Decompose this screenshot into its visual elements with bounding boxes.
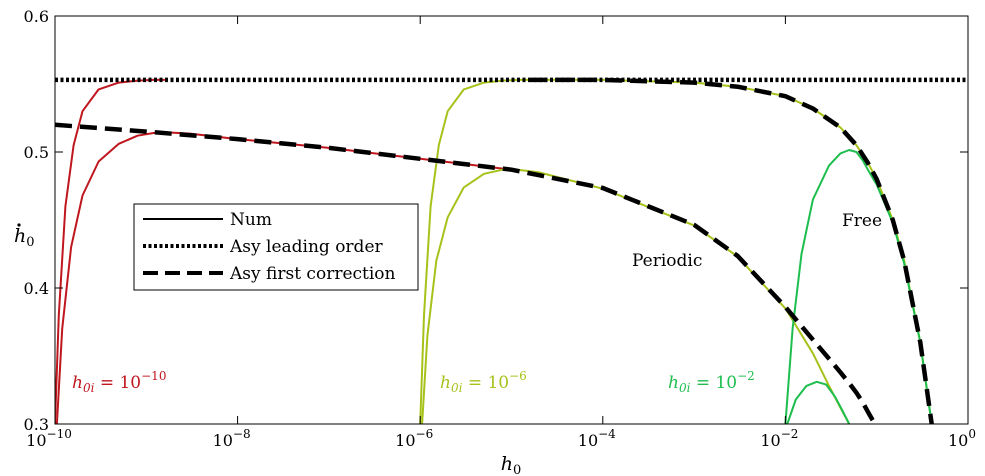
y-tick-label: 0.4 xyxy=(24,279,49,298)
x-tick-label: 10−8 xyxy=(213,427,251,450)
series-green-solid-6 xyxy=(786,380,851,424)
legend-label-correction: Asy first correction xyxy=(229,264,396,284)
x-tick-label: 10−6 xyxy=(395,427,433,450)
series-olive-solid-2 xyxy=(419,78,531,424)
svg-text:h0: h0 xyxy=(14,225,35,250)
plot-frame xyxy=(54,15,969,425)
x-tick-label: 10−2 xyxy=(760,427,798,450)
x-tick-label: 10−10 xyxy=(26,427,72,450)
series-olive-solid-3 xyxy=(421,168,851,424)
x-tick-label: 10−4 xyxy=(578,427,616,450)
free-label: Free xyxy=(842,211,882,231)
h0i-green-label: h0i = 10−2 xyxy=(668,369,755,395)
x-tick-label: 100 xyxy=(948,427,976,450)
y-axis-label-dot xyxy=(17,223,21,227)
series-black-dashed-9 xyxy=(530,77,934,424)
legend-label-num: Num xyxy=(230,210,272,230)
h0i-olive-label: h0i = 10−6 xyxy=(440,369,527,395)
series-layer xyxy=(55,77,968,424)
legend-label-leading: Asy leading order xyxy=(229,237,384,257)
h0i-red-label: h0i = 10−10 xyxy=(72,369,166,395)
y-tick-label: 0.3 xyxy=(24,415,49,434)
y-axis-label: h0 xyxy=(14,223,35,250)
tick-layer: 10−10 10−8 10−6 10−4 10−2 100 0.3 0.4 0.5 0.6 xyxy=(24,7,976,450)
y-tick-label: 0.5 xyxy=(24,143,49,162)
x-axis-label: h0 xyxy=(501,453,522,476)
legend: Num Asy leading order Asy first correcti… xyxy=(133,203,419,291)
y-tick-label: 0.6 xyxy=(24,7,49,26)
periodic-label: Periodic xyxy=(632,251,702,271)
